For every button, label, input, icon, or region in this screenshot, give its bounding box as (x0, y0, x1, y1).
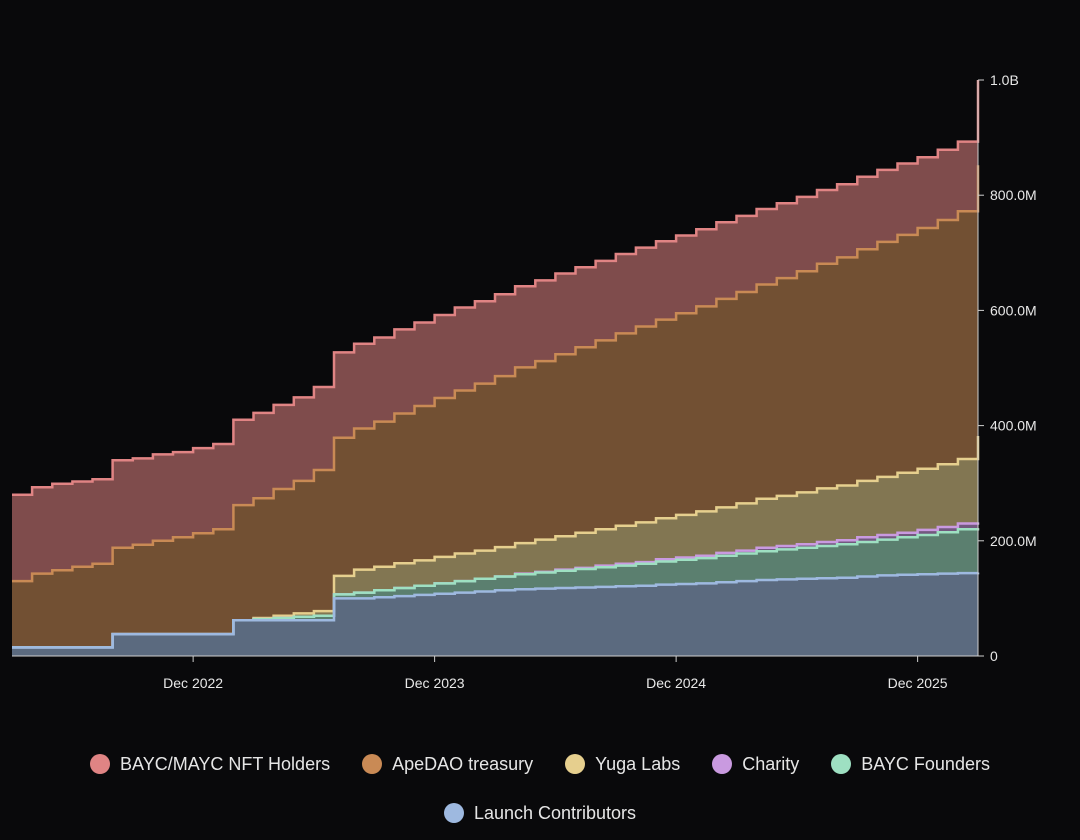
legend-swatch-icon (90, 754, 111, 774)
legend-label: ApeDAO treasury (392, 753, 534, 774)
legend-item-bayc-founders[interactable]: BAYC Founders (831, 754, 990, 775)
area-bayc-founders (12, 528, 978, 648)
legend: BAYC/MAYC NFT Holders ApeDAO treasury Yuga… (0, 742, 1080, 840)
x-tick-label: Dec 2022 (163, 675, 223, 691)
legend-swatch-icon (831, 754, 852, 774)
x-tick-label: Dec 2023 (405, 675, 465, 691)
y-tick-label: 400.0M (990, 418, 1037, 434)
legend-item-charity[interactable]: Charity (712, 754, 799, 775)
y-tick-label: 200.0M (990, 533, 1037, 549)
area-launch-contributors (12, 572, 978, 656)
line-bayc-mayc-nft-holders (12, 80, 980, 496)
line-launch-contributors (12, 571, 980, 649)
legend-row: Launch Contributors (0, 791, 1080, 835)
legend-item-apedao-treasury[interactable]: ApeDAO treasury (362, 754, 533, 775)
axes: 0 200.0M 400.0M 600.0M 800.0M 1.0B Dec 2022 Dec… (12, 72, 1037, 691)
legend-label: Launch Contributors (473, 802, 637, 823)
legend-swatch-icon (712, 754, 733, 774)
y-tick-label: 0 (990, 648, 998, 664)
legend-item-bayc-mayc-nft-holders[interactable]: BAYC/MAYC NFT Holders (90, 754, 330, 775)
y-tick-label: 1.0B (990, 72, 1019, 88)
legend-swatch-icon (362, 754, 383, 774)
legend-row: BAYC/MAYC NFT Holders ApeDAO treasury Yuga… (0, 742, 1080, 786)
legend-label: Charity (742, 753, 800, 774)
area-bayc-mayc-nft-holders (12, 80, 978, 582)
legend-label: BAYC/MAYC NFT Holders (120, 753, 331, 774)
y-tick-label: 600.0M (990, 302, 1037, 318)
legend-label: Yuga Labs (595, 753, 681, 774)
legend-swatch-icon (565, 754, 586, 774)
x-tick-label: Dec 2024 (646, 675, 706, 691)
line-apedao-treasury (12, 165, 980, 583)
area-yuga-labs (12, 436, 978, 648)
x-tick-label: Dec 2025 (888, 675, 948, 691)
y-tick-label: 800.0M (990, 187, 1037, 203)
series-areas (12, 80, 980, 656)
legend-item-launch-contributors[interactable]: Launch Contributors (443, 802, 637, 824)
legend-swatch-icon (443, 803, 464, 823)
area-apedao-treasury (12, 165, 978, 648)
legend-item-yuga-labs[interactable]: Yuga Labs (565, 754, 680, 775)
legend-label: BAYC Founders (861, 753, 990, 774)
